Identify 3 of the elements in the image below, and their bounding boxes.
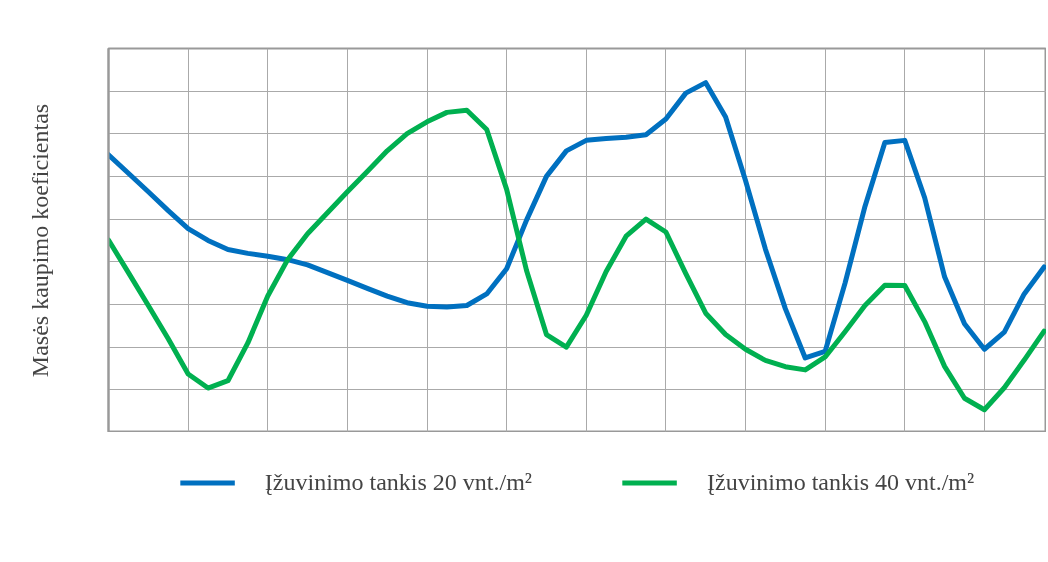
legend-label: Įžuvinimo tankis 40 vnt./m² — [707, 468, 975, 496]
y-axis-title: Masės kaupimo koeficientas — [26, 103, 53, 378]
legend-label: Įžuvinimo tankis 20 vnt./m² — [264, 468, 532, 496]
